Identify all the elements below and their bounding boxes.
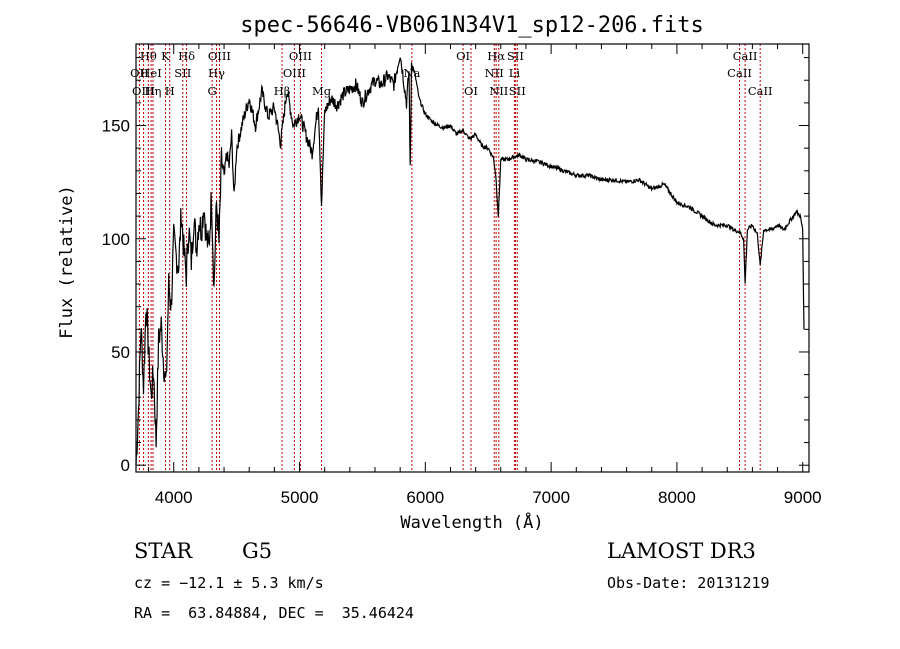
x-tick-label-2: 6000 [406, 488, 444, 507]
x-tick-label-5: 9000 [784, 488, 822, 507]
emission-line-markers [138, 44, 761, 472]
line-label-8: SII [174, 66, 191, 80]
observation-date: Obs-Date: 20131219 [607, 574, 770, 592]
x-tick-label-4: 8000 [658, 488, 696, 507]
redshift-velocity: cz = −12.1 ± 5.3 km/s [134, 574, 324, 592]
line-label-24: SII [509, 84, 526, 98]
line-label-17: OI [456, 49, 470, 63]
y-tick-label-0: 0 [121, 456, 130, 475]
x-tick-label-3: 7000 [532, 488, 570, 507]
object-class: STAR [134, 539, 193, 563]
axis-ticks: 4000 5000 6000 7000 8000 9000 0 50 100 150 [102, 44, 822, 507]
y-tick-label-3: 150 [102, 117, 130, 136]
line-label-26: CaII [727, 66, 752, 80]
y-axis-label: Flux (relative) [57, 185, 77, 339]
line-label-4: Hη [145, 84, 162, 98]
line-label-7: Hδ [178, 49, 195, 63]
line-label-13: OIII [283, 66, 306, 80]
line-label-10: Hγ [208, 66, 225, 80]
survey-name: LAMOST DR3 [607, 539, 756, 563]
line-label-9: OIII [208, 49, 231, 63]
line-label-2: HeI [140, 66, 161, 80]
plot-frame [135, 43, 810, 473]
x-tick-label-0: 4000 [155, 488, 193, 507]
x-axis-label: Wavelength (Å) [400, 511, 543, 533]
line-label-21: NII [489, 84, 508, 98]
line-label-18: OI [464, 84, 478, 98]
spectrum-series-line [135, 57, 805, 466]
line-label-27: CaII [748, 84, 773, 98]
line-label-25: CaII [733, 49, 758, 63]
line-label-22: SII [507, 49, 524, 63]
line-label-11: G [208, 84, 217, 98]
line-label-14: Hβ [274, 84, 291, 98]
line-label-6: H [165, 84, 175, 98]
line-label-12: OIII [289, 49, 312, 63]
ra-dec-coordinates: RA = 63.84884, DEC = 35.46424 [134, 604, 414, 622]
line-label-5: K [161, 49, 170, 63]
line-label-23: Li [509, 66, 521, 80]
line-label-1: OII [130, 66, 149, 80]
line-label-0: Hθ [140, 49, 157, 63]
x-tick-label-1: 5000 [281, 488, 319, 507]
y-tick-label-2: 100 [102, 230, 130, 249]
y-tick-label-1: 50 [111, 343, 130, 362]
line-label-20: NII [485, 66, 504, 80]
line-label-19: Hα [487, 49, 505, 63]
chart-title: spec-56646-VB061N34V1_sp12-206.fits [240, 13, 704, 38]
line-label-15: Mg [312, 84, 332, 98]
object-subclass: G5 [242, 539, 273, 563]
line-label-3: OIII [132, 84, 155, 98]
